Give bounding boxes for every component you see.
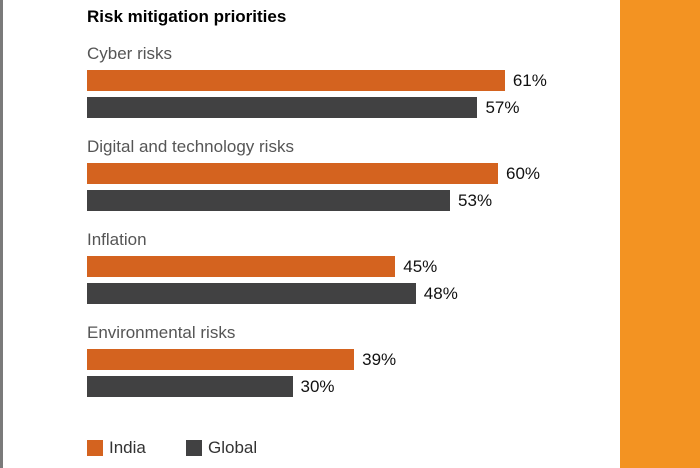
category-label: Environmental risks bbox=[87, 323, 236, 342]
data-label: 60% bbox=[506, 164, 541, 183]
bar-global bbox=[87, 376, 293, 397]
bar-india bbox=[87, 349, 355, 370]
category-label: Digital and technology risks bbox=[87, 137, 294, 156]
data-label: 53% bbox=[458, 191, 493, 210]
chart-title: Risk mitigation priorities bbox=[87, 7, 287, 26]
bar-india bbox=[87, 163, 498, 184]
data-label: 45% bbox=[403, 257, 438, 276]
side-panel bbox=[620, 0, 700, 468]
legend-swatch bbox=[87, 440, 103, 456]
data-label: 39% bbox=[362, 350, 397, 369]
data-label: 57% bbox=[485, 98, 520, 117]
legend-item: India bbox=[87, 438, 146, 458]
data-label: 61% bbox=[512, 71, 547, 90]
legend-label: India bbox=[109, 438, 146, 457]
bar-global bbox=[87, 190, 451, 211]
legend-label: Global bbox=[208, 438, 258, 457]
data-label: 48% bbox=[423, 284, 458, 303]
bar-global bbox=[87, 97, 478, 118]
bar-india bbox=[87, 70, 505, 91]
legend-swatch bbox=[186, 440, 202, 456]
legend-item: Global bbox=[186, 438, 257, 458]
data-label: 30% bbox=[300, 377, 335, 396]
category-label: Cyber risks bbox=[87, 44, 173, 63]
category-label: Inflation bbox=[87, 230, 147, 249]
left-border bbox=[0, 0, 3, 468]
bar-india bbox=[87, 256, 396, 277]
bar-global bbox=[87, 283, 416, 304]
